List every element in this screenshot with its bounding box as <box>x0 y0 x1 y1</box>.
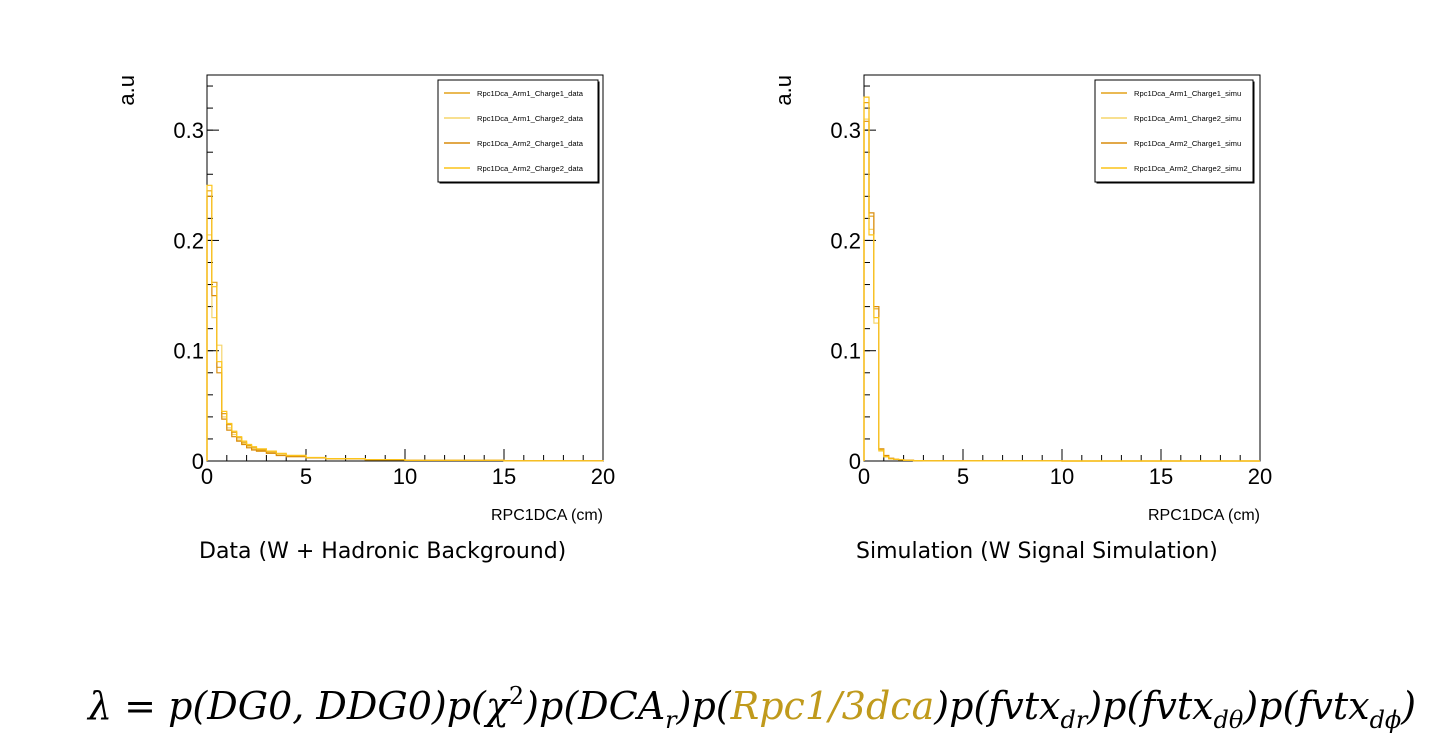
legend-entry-1: Rpc1Dca_Arm1_Charge1_data <box>477 89 584 98</box>
formula-term-fvtx-dphi-close: ) <box>1401 684 1417 728</box>
histogram-series-1 <box>206 190 604 462</box>
y-tick-label: 0 <box>192 449 204 474</box>
simulation-caption: Simulation (W Signal Simulation) <box>856 539 1218 564</box>
formula-term-dca-open: p(DCA <box>539 684 666 728</box>
formula-term-fvtx-dr-close: ) <box>1087 684 1103 728</box>
y-tick-label: 0.2 <box>830 228 861 253</box>
x-tick-label: 0 <box>858 464 870 489</box>
formula-term-fvtx-dphi-sub: dϕ <box>1369 706 1402 734</box>
x-tick-label: 5 <box>300 464 312 489</box>
y-tick-label: 0.3 <box>173 118 204 143</box>
legend-entry-3: Rpc1Dca_Arm2_Charge1_simu <box>1134 139 1241 148</box>
y-tick-label: 0.1 <box>173 339 204 364</box>
x-tick-label: 15 <box>492 464 516 489</box>
x-tick-label: 20 <box>591 464 615 489</box>
histogram-series-4 <box>863 96 1260 462</box>
formula-term-dca-close: ) <box>676 684 692 728</box>
formula-term-rpc-highlight: Rpc1/3dca <box>730 684 935 728</box>
y-tick-label: 0.1 <box>830 339 861 364</box>
formula-term-fvtx-dtheta-sub: dθ <box>1213 706 1244 734</box>
legend-entry-2: Rpc1Dca_Arm1_Charge2_simu <box>1134 114 1241 123</box>
y-tick-label: 0.3 <box>830 118 861 143</box>
legend-entry-4: Rpc1Dca_Arm2_Charge2_data <box>477 164 584 173</box>
formula-term-chi2-close: ) <box>524 684 539 728</box>
formula-term-rpc-open: p( <box>691 684 731 728</box>
likelihood-formula: λ = p(DG0, DDG0)p(χ2)p(DCAr)p(Rpc1/3dca)… <box>88 682 1416 742</box>
y-tick-label: 0 <box>849 449 861 474</box>
x-tick-label: 15 <box>1149 464 1173 489</box>
formula-term-fvtx-dphi-open: p(fvtx <box>1258 684 1370 728</box>
formula-term-chi2-open: p(χ <box>446 684 509 728</box>
formula-term-fvtx-dr-open: p(fvtx <box>949 684 1061 728</box>
formula-term-rpc-close: ) <box>934 684 950 728</box>
formula-term-chi2-sup: 2 <box>508 682 525 710</box>
x-tick-label: 0 <box>201 464 213 489</box>
legend-entry-2: Rpc1Dca_Arm1_Charge2_data <box>477 114 584 123</box>
x-tick-label: 5 <box>957 464 969 489</box>
histogram-series-4 <box>206 184 604 462</box>
legend-box <box>437 79 599 183</box>
formula-term-fvtx-dtheta-close: ) <box>1243 684 1259 728</box>
legend-entry-1: Rpc1Dca_Arm1_Charge1_simu <box>1134 89 1241 98</box>
x-tick-label: 20 <box>1248 464 1272 489</box>
simulation-histogram-chart: 0 0.1 0.2 0.3 0 5 10 15 20 RPC1DCA (cm) a.u Rpc1Dca… <box>771 74 1272 524</box>
x-tick-label: 10 <box>1050 464 1074 489</box>
formula-term-fvtx-dtheta-open: p(fvtx <box>1102 684 1214 728</box>
formula-term-dg0: p(DG0, DDG0) <box>168 684 447 728</box>
x-axis-title: RPC1DCA (cm) <box>1148 507 1260 524</box>
y-tick-label: 0.2 <box>173 228 204 253</box>
x-tick-label: 10 <box>393 464 417 489</box>
y-axis-title: a.u <box>114 75 139 106</box>
legend-box <box>1094 79 1254 183</box>
formula-equals: = <box>112 684 169 728</box>
legend-entry-4: Rpc1Dca_Arm2_Charge2_simu <box>1134 164 1241 173</box>
data-caption: Data (W + Hadronic Background) <box>199 539 567 564</box>
histogram-series-2 <box>206 234 604 462</box>
formula-term-fvtx-dr-sub: dr <box>1060 706 1088 734</box>
formula-term-dca-sub: r <box>665 706 677 734</box>
y-axis-title: a.u <box>771 75 796 106</box>
histogram-series-3 <box>206 195 604 462</box>
formula-lambda: λ <box>88 684 113 728</box>
x-axis-title: RPC1DCA (cm) <box>491 507 603 524</box>
legend-entry-3: Rpc1Dca_Arm2_Charge1_data <box>477 139 584 148</box>
data-histogram-chart: 0 0.1 0.2 0.3 0 5 10 15 20 RPC1DCA (cm) a.u Rpc1Dca… <box>114 74 615 524</box>
